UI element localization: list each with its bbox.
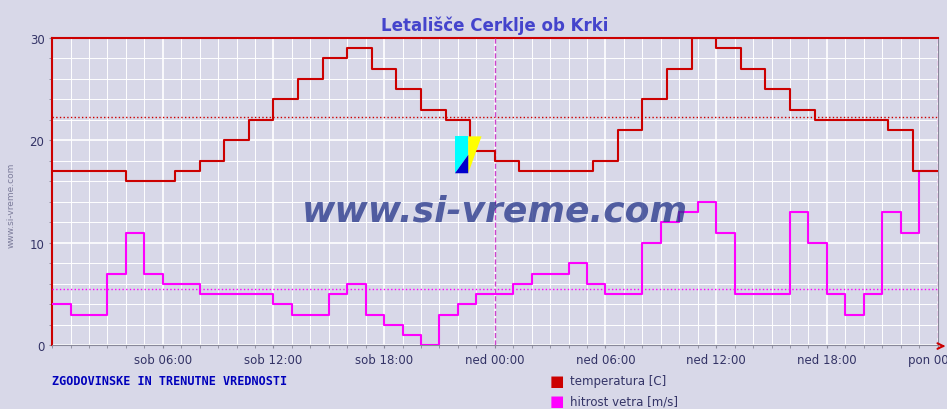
Text: temperatura [C]: temperatura [C]	[570, 374, 667, 387]
Polygon shape	[468, 137, 481, 174]
Polygon shape	[455, 155, 468, 174]
Text: ■: ■	[549, 373, 563, 388]
Polygon shape	[455, 137, 468, 174]
Title: Letališče Cerklje ob Krki: Letališče Cerklje ob Krki	[381, 16, 609, 34]
Text: ZGODOVINSKE IN TRENUTNE VREDNOSTI: ZGODOVINSKE IN TRENUTNE VREDNOSTI	[52, 375, 287, 387]
Text: ■: ■	[549, 393, 563, 408]
Text: hitrost vetra [m/s]: hitrost vetra [m/s]	[570, 394, 678, 407]
Text: www.si-vreme.com: www.si-vreme.com	[7, 162, 16, 247]
Text: www.si-vreme.com: www.si-vreme.com	[302, 194, 688, 227]
